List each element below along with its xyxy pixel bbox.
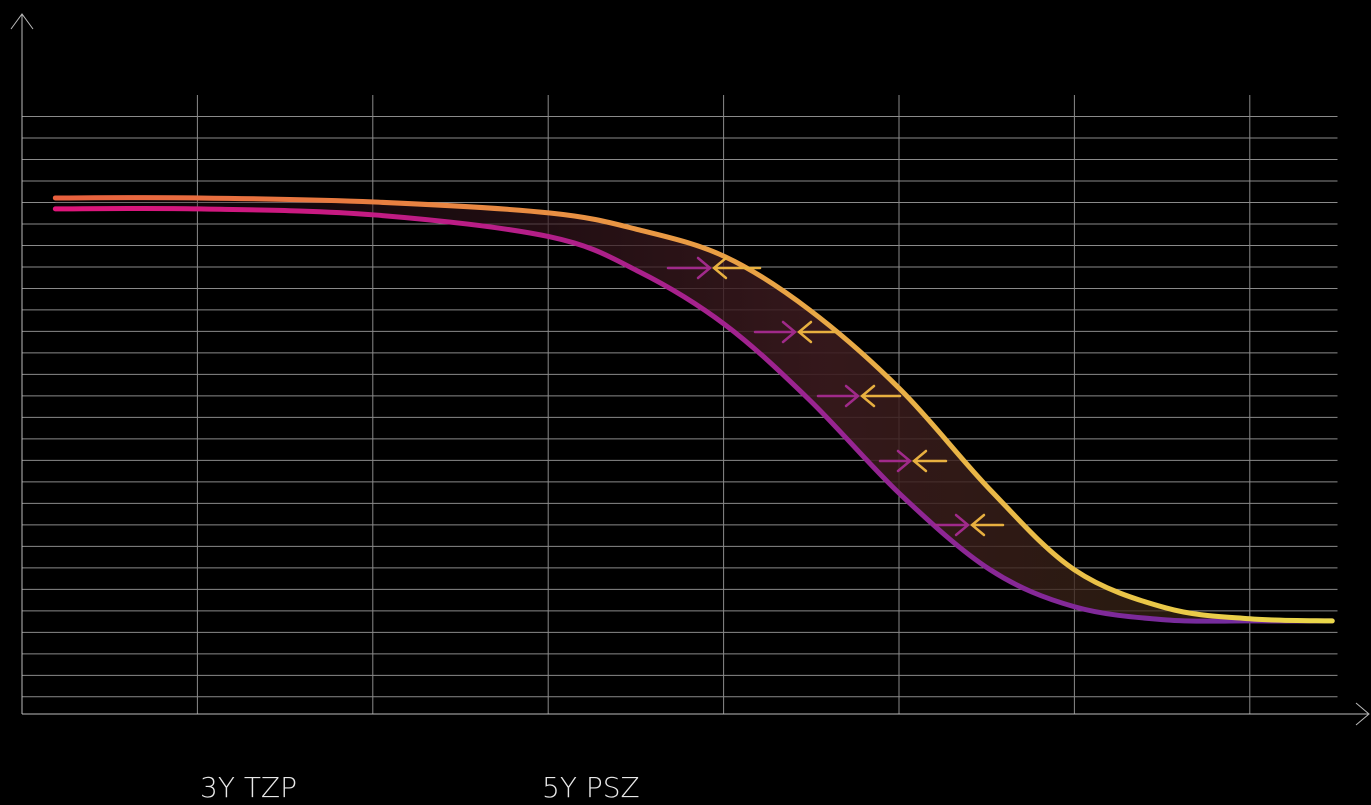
arrows — [666, 256, 1005, 537]
arrow-in — [753, 320, 797, 344]
axes — [10, 13, 1370, 726]
series-line — [52, 205, 1335, 624]
arrow-in — [666, 256, 712, 280]
legend: 3Y TZP 5Y PSZ — [43, 771, 640, 804]
band — [55, 197, 1333, 622]
legend-label: 3Y TZP — [200, 771, 297, 804]
arrow-in — [816, 384, 860, 408]
lines — [52, 195, 1335, 624]
arrow-out — [797, 320, 838, 344]
grid — [22, 95, 1338, 714]
series-line — [52, 195, 1335, 624]
legend-label: 5Y PSZ — [542, 771, 640, 804]
x-axis-arrow — [1355, 702, 1370, 726]
y-axis-arrow — [10, 13, 34, 30]
arrow-out — [912, 449, 948, 473]
arrow-in — [878, 449, 912, 473]
arrow-out — [712, 256, 762, 280]
arrow-in — [933, 513, 970, 537]
arrow-out — [970, 513, 1005, 537]
arrow-out — [860, 384, 902, 408]
